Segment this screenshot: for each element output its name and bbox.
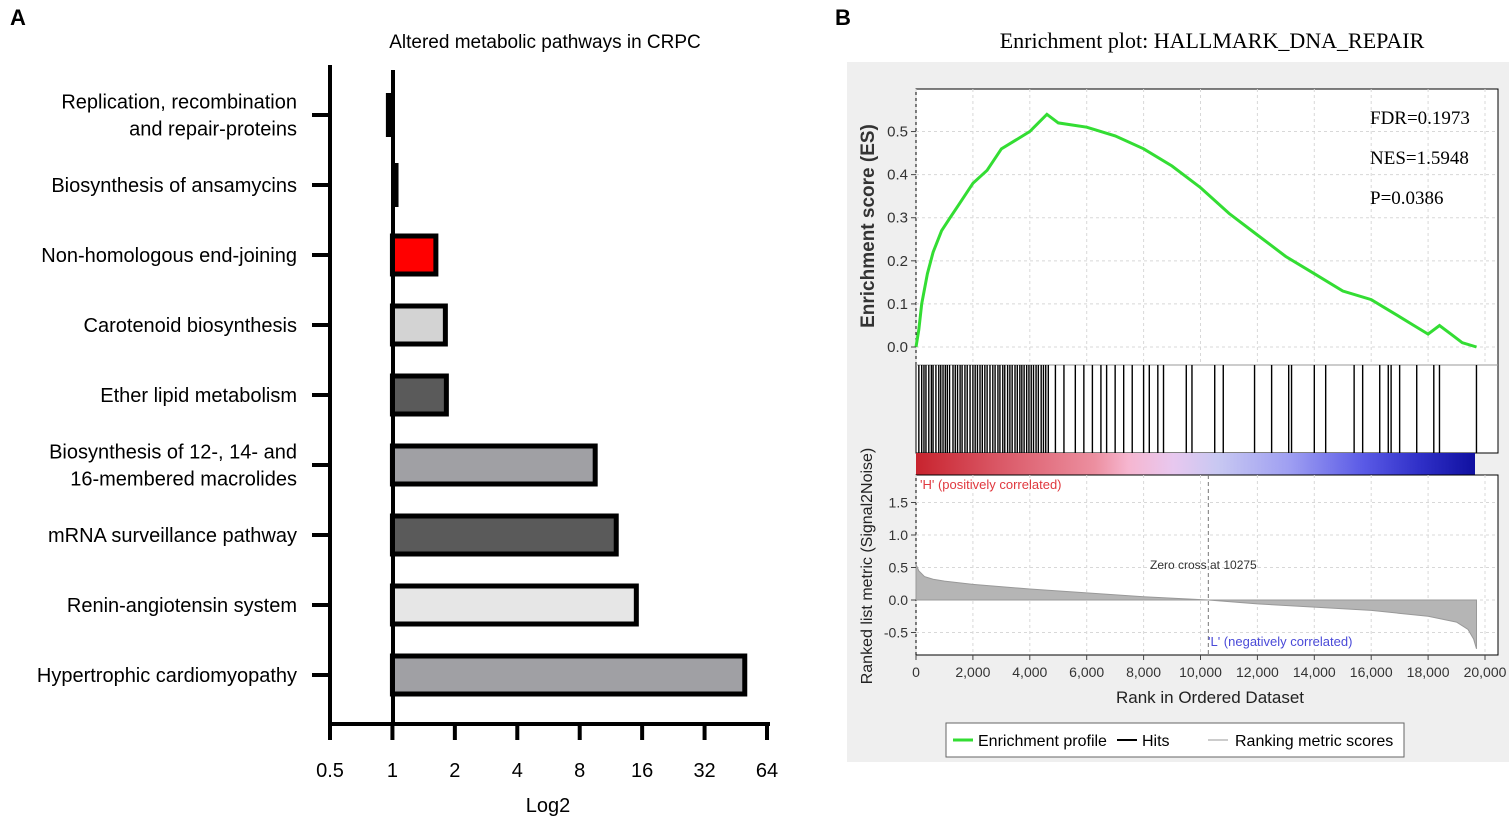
panel-a-x-ticks: 0.5 1 2 4 8 16 32 64 — [316, 724, 778, 782]
es-y-tick-label: 0.0 — [887, 339, 908, 356]
panel-b-letter: B — [835, 5, 851, 30]
panel-a-letter: A — [10, 5, 26, 30]
panel-a-category-labels: Replication, recombination and repair-pro… — [37, 92, 297, 688]
ranking-metric-area — [915, 564, 1477, 649]
category-label: Non-homologous end-joining — [41, 245, 297, 267]
metric-y-ticks: 1.5 1.0 0.5 0.0 -0.5 — [884, 495, 916, 641]
x-tick-label: 0.5 — [316, 760, 344, 782]
rank-x-tick-label: 6,000 — [1069, 664, 1104, 680]
es-y-tick-label: 0.5 — [887, 124, 908, 141]
legend-profile-label: Enrichment profile — [978, 733, 1107, 750]
metric-y-tick-label: 1.5 — [889, 495, 909, 511]
bar-7 — [389, 583, 639, 627]
enrichment-profile-line — [914, 112, 1477, 349]
category-label: Biosynthesis of 12-, 14- and — [49, 442, 297, 464]
panel-a-x-label: Log2 — [526, 795, 571, 816]
bar-1 — [392, 163, 399, 207]
es-y-tick-label: 0.2 — [887, 253, 908, 270]
bar-5 — [389, 443, 598, 487]
x-tick-label: 1 — [387, 760, 398, 782]
es-y-label: Enrichment score (ES) — [858, 124, 879, 328]
x-tick-label: 16 — [631, 760, 653, 782]
rank-x-tick-label: 16,000 — [1350, 664, 1393, 680]
hit-marks — [918, 365, 1478, 453]
category-label: Biosynthesis of ansamycins — [51, 175, 297, 197]
es-plot-frame — [915, 88, 1499, 454]
rank-x-tick-label: 10,000 — [1179, 664, 1222, 680]
es-gridlines — [915, 89, 1498, 365]
category-label: Replication, recombination — [61, 92, 297, 114]
x-tick-label: 2 — [449, 760, 460, 782]
rank-x-tick-label: 12,000 — [1236, 664, 1279, 680]
category-label: Carotenoid biosynthesis — [84, 315, 297, 337]
rank-x-tick-label: 20,000 — [1464, 664, 1507, 680]
bar-3 — [389, 303, 448, 347]
rank-x-tick-label: 2,000 — [955, 664, 990, 680]
legend-box — [945, 722, 1405, 758]
metric-y-label: Ranked list metric (Signal2Noise) — [859, 448, 876, 685]
es-y-tick-label: 0.3 — [887, 210, 908, 227]
metric-y-tick-label: 0.5 — [889, 560, 909, 576]
es-y-ticks: 0.0 0.1 0.2 0.3 0.4 0.5 — [887, 124, 916, 356]
legend-hits-label: Hits — [1142, 733, 1170, 750]
zero-cross-label: Zero cross at 10275 — [1150, 558, 1257, 572]
rank-x-tick-label: 4,000 — [1012, 664, 1047, 680]
positive-label: 'H' (positively correlated) — [920, 477, 1062, 492]
x-tick-label: 4 — [512, 760, 523, 782]
panel-a-title: Altered metabolic pathways in CRPC — [389, 32, 701, 53]
category-label: 16-membered macrolides — [70, 469, 297, 491]
negative-label: 'L' (negatively correlated) — [1208, 634, 1352, 649]
metric-y-tick-label: 0.0 — [889, 592, 909, 608]
rank-x-tick-label: 8,000 — [1126, 664, 1161, 680]
x-tick-label: 64 — [756, 760, 778, 782]
metric-y-tick-label: 1.0 — [889, 527, 909, 543]
legend-metric-label: Ranking metric scores — [1235, 733, 1393, 750]
metric-y-tick-label: -0.5 — [884, 625, 908, 641]
stat-nes: NES=1.5948 — [1370, 148, 1469, 169]
rank-x-tick-label: 18,000 — [1407, 664, 1450, 680]
stat-fdr: FDR=0.1973 — [1370, 108, 1470, 129]
rank-x-label: Rank in Ordered Dataset — [1116, 688, 1304, 707]
category-label: Renin-angiotensin system — [67, 595, 297, 617]
panel-b-title: Enrichment plot: HALLMARK_DNA_REPAIR — [1000, 28, 1425, 53]
category-label: Ether lipid metabolism — [100, 385, 297, 407]
category-label: mRNA surveillance pathway — [48, 525, 297, 547]
rank-x-tick-label: 0 — [912, 664, 920, 680]
bar-0 — [385, 93, 393, 137]
rank-x-tick-label: 14,000 — [1293, 664, 1336, 680]
es-y-tick-label: 0.4 — [887, 167, 908, 184]
stat-p: P=0.0386 — [1370, 188, 1444, 209]
bar-4 — [389, 373, 449, 417]
bar-6 — [389, 513, 619, 557]
category-label: Hypertrophic cardiomyopathy — [37, 665, 297, 687]
bar-8 — [389, 653, 748, 697]
x-tick-label: 32 — [693, 760, 715, 782]
bar-2 — [389, 233, 439, 277]
panel-a-bars — [312, 93, 748, 697]
es-y-tick-label: 0.1 — [887, 296, 908, 313]
rank-x-ticks: 0 2,000 4,000 6,000 8,000 10,000 12,000 14,000 1… — [912, 655, 1507, 680]
rank-gradient-bar — [916, 453, 1475, 475]
category-label: and repair-proteins — [129, 119, 297, 141]
x-tick-label: 8 — [574, 760, 585, 782]
